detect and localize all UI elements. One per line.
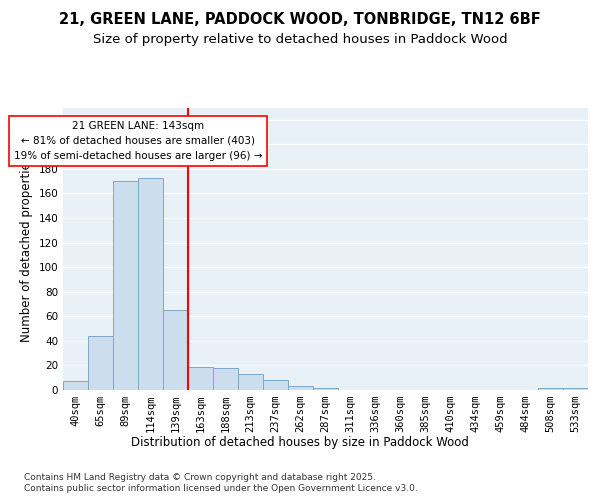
Text: 21 GREEN LANE: 143sqm
← 81% of detached houses are smaller (403)
19% of semi-det: 21 GREEN LANE: 143sqm ← 81% of detached … bbox=[14, 121, 262, 160]
Bar bbox=[563, 388, 588, 390]
Bar bbox=[113, 181, 138, 390]
Bar bbox=[288, 386, 313, 390]
Text: 21, GREEN LANE, PADDOCK WOOD, TONBRIDGE, TN12 6BF: 21, GREEN LANE, PADDOCK WOOD, TONBRIDGE,… bbox=[59, 12, 541, 28]
Text: Distribution of detached houses by size in Paddock Wood: Distribution of detached houses by size … bbox=[131, 436, 469, 449]
Bar bbox=[263, 380, 288, 390]
Bar bbox=[313, 388, 338, 390]
Bar bbox=[188, 366, 213, 390]
Y-axis label: Number of detached properties: Number of detached properties bbox=[20, 156, 33, 342]
Text: Contains public sector information licensed under the Open Government Licence v3: Contains public sector information licen… bbox=[24, 484, 418, 493]
Bar bbox=[238, 374, 263, 390]
Bar bbox=[88, 336, 113, 390]
Bar bbox=[63, 382, 88, 390]
Bar bbox=[138, 178, 163, 390]
Bar bbox=[538, 388, 563, 390]
Bar bbox=[213, 368, 238, 390]
Text: Size of property relative to detached houses in Paddock Wood: Size of property relative to detached ho… bbox=[92, 32, 508, 46]
Bar bbox=[163, 310, 188, 390]
Text: Contains HM Land Registry data © Crown copyright and database right 2025.: Contains HM Land Registry data © Crown c… bbox=[24, 472, 376, 482]
